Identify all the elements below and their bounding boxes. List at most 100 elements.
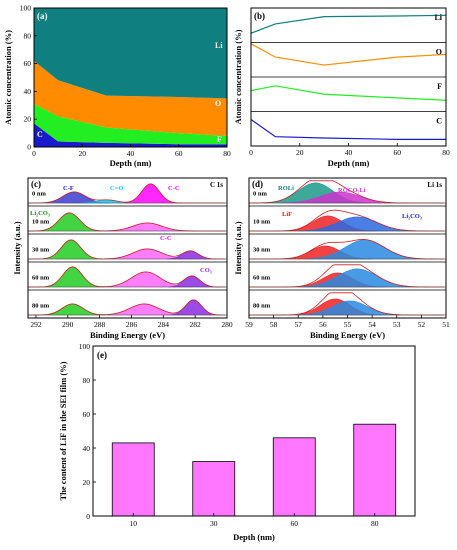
- fit-peak: [42, 239, 102, 260]
- peak-annotation: Li₂CO₃: [30, 210, 50, 217]
- panel-label: (e): [97, 350, 107, 360]
- x-tick-label: 10: [130, 519, 138, 528]
- bar-60: [272, 437, 316, 517]
- x-tick-label: 60: [291, 519, 299, 528]
- x-tick-label: 57: [295, 320, 303, 329]
- spectrum-title: C 1s: [210, 181, 223, 189]
- x-tick-label: 0: [32, 149, 36, 158]
- series-label-o: O: [436, 48, 442, 57]
- series-label-li: Li: [215, 41, 223, 50]
- peak-annotation: Li₂CO₃: [402, 213, 422, 220]
- depth-label: 80 nm: [32, 302, 50, 309]
- panel-label: (d): [252, 179, 263, 189]
- depth-label: 60 nm: [253, 274, 271, 281]
- series-label-o: O: [215, 99, 221, 108]
- peak-annotation: CO₃: [200, 267, 212, 274]
- peak-annotation: ROLi: [278, 185, 294, 192]
- bar-30: [192, 461, 236, 517]
- line-o: [250, 43, 447, 66]
- x-axis-label: Binding Energy (eV): [310, 330, 385, 340]
- spectrum-title: Li 1s: [427, 181, 442, 189]
- y-axis-label: The content of LiF in the SEI film (%): [58, 361, 68, 500]
- depth-label: 30 nm: [32, 246, 50, 253]
- bar-80: [353, 423, 397, 517]
- x-tick-label: 290: [62, 320, 74, 329]
- peak-annotation: C=O: [110, 185, 123, 192]
- x-tick-label: 54: [368, 320, 376, 329]
- series-label-f: F: [437, 82, 442, 91]
- x-axis-label: Depth (nm): [328, 158, 370, 168]
- panel-label: (b): [254, 11, 265, 21]
- x-tick-label: 59: [245, 320, 253, 329]
- x-tick-label: 80: [371, 519, 379, 528]
- plot-frame: [27, 177, 228, 319]
- line-li: [250, 14, 447, 34]
- depth-label: 0 nm: [253, 190, 267, 197]
- depth-label: 60 nm: [32, 274, 50, 281]
- y-tick-label: 100: [20, 4, 32, 13]
- peak-annotation: C-C: [168, 185, 180, 192]
- panel-e: 10 30 60 80 (e) 0 20 40 60 80 100 Depth (nm) The con…: [58, 342, 416, 542]
- x-tick-label: 60: [175, 149, 183, 158]
- y-tick-label: 100: [79, 342, 91, 351]
- x-tick-label: 0: [249, 148, 253, 157]
- x-tick-label: 40: [345, 148, 353, 157]
- y-tick-label: 20: [24, 115, 32, 124]
- y-tick-label: 40: [24, 87, 32, 96]
- peak-annotation: C-C: [160, 235, 172, 242]
- series-label-f: F: [217, 135, 222, 144]
- depth-label: 10 nm: [32, 218, 50, 225]
- y-tick-label: 0: [27, 143, 31, 152]
- x-tick-label: 56: [319, 320, 327, 329]
- series-label-li: Li: [434, 13, 442, 22]
- y-tick-label: 40: [83, 444, 91, 453]
- fit-peak: [166, 250, 217, 260]
- x-tick-label: 286: [126, 320, 138, 329]
- x-tick-label: 284: [158, 320, 170, 329]
- x-tick-label: 60: [394, 148, 402, 157]
- fit-envelope: [28, 266, 226, 288]
- y-axis-label: Intensity (a.u.): [12, 221, 22, 274]
- panel-label: (a): [37, 11, 48, 21]
- y-axis-label: Atomic concentration (%): [233, 29, 243, 124]
- peak-annotation: LiF: [282, 211, 292, 218]
- bar-10: [111, 442, 155, 517]
- panel-b: Li O F C (b) 0 20 40 60 80 Depth (nm) Atomic concen…: [233, 7, 450, 168]
- y-tick-label: 80: [24, 31, 32, 40]
- depth-label: 0 nm: [32, 190, 46, 197]
- area-c: [34, 123, 227, 147]
- x-axis-label: Binding Energy (eV): [90, 330, 165, 340]
- x-tick-label: 30: [210, 519, 218, 528]
- area-o: [34, 60, 227, 136]
- plot-frame: [92, 345, 416, 517]
- x-tick-label: 20: [296, 148, 304, 157]
- series-label-c: C: [37, 130, 43, 139]
- x-axis-label: Depth (nm): [110, 158, 152, 168]
- x-axis-label: Depth (nm): [233, 532, 275, 542]
- y-axis-label: Atomic concentration (%): [3, 30, 13, 125]
- x-tick-label: 80: [223, 149, 231, 158]
- panel-d: 0 nm 10 nm 30 nm 60 nm 80 nm (d) Li 1s ROLi ROCO…: [233, 177, 450, 340]
- panel-a: C F O Li (a) 0 20 40 60 80 0 20 40 60 80 100 Depth (nm) A…: [3, 4, 231, 169]
- panel-c: 0 nm 10 nm 30 nm 60 nm 80 nm (c) C 1s C-F C=O C-C…: [12, 177, 233, 340]
- series-label-c: C: [436, 117, 442, 126]
- peak-annotation: ROCO₂Li: [338, 187, 366, 194]
- y-tick-label: 60: [83, 410, 91, 419]
- panel-label: (c): [31, 179, 41, 189]
- x-tick-label: 288: [94, 320, 106, 329]
- x-tick-label: 292: [30, 320, 42, 329]
- area-f: [34, 103, 227, 145]
- x-tick-label: 51: [442, 320, 450, 329]
- peak-annotation: C-F: [63, 185, 74, 192]
- x-tick-label: 20: [79, 149, 87, 158]
- y-axis-label: Intensity (a.u.): [233, 221, 243, 274]
- x-tick-label: 282: [190, 320, 202, 329]
- depth-label: 80 nm: [253, 302, 271, 309]
- area-li: [34, 8, 227, 99]
- x-tick-label: 53: [393, 320, 401, 329]
- depth-label: 30 nm: [253, 246, 271, 253]
- fit-envelope: [28, 239, 226, 260]
- x-tick-label: 40: [127, 149, 135, 158]
- x-tick-label: 280: [221, 320, 233, 329]
